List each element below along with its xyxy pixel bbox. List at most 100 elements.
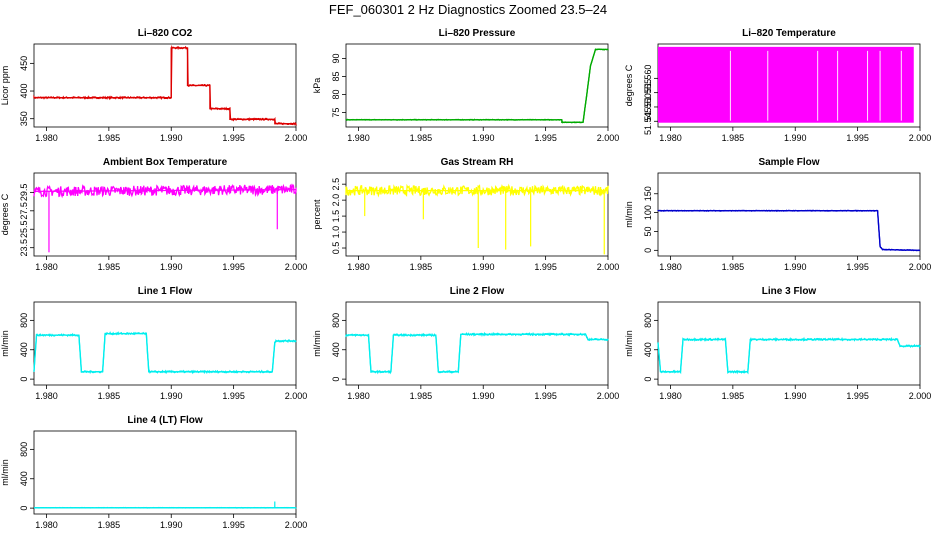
y-axis-label: ml/min [0, 330, 10, 357]
data-band [658, 46, 914, 123]
y-tick-label: 0.5 [331, 242, 341, 255]
x-tick-label: 1.980 [659, 262, 682, 272]
y-tick-label: 25.5 [19, 220, 29, 238]
y-tick-label: 150 [643, 186, 653, 201]
x-tick-label: 2.000 [909, 133, 932, 143]
x-tick-label: 1.995 [222, 133, 245, 143]
y-tick-label: 800 [19, 313, 29, 328]
chart-title: Ambient Box Temperature [103, 157, 228, 168]
y-tick-label: 1.0 [331, 226, 341, 239]
chart-panel: Line 1 Flow 1.980 1.985 1.990 1.995 2.000 0 400… [0, 286, 307, 401]
x-tick-label: 1.985 [722, 262, 745, 272]
plot-frame [33, 430, 297, 515]
x-tick-label: 2.000 [597, 391, 620, 401]
x-tick-label: 1.980 [347, 133, 370, 143]
y-tick-label: 800 [331, 313, 341, 328]
plot-frame [33, 172, 297, 257]
data-series [33, 44, 297, 126]
y-tick-label: 100 [643, 205, 653, 220]
x-tick-label: 1.995 [534, 262, 557, 272]
y-tick-label: 450 [19, 56, 29, 71]
y-tick-label: 400 [331, 342, 341, 357]
data-series [33, 331, 297, 375]
plot-frame [33, 301, 297, 386]
chart-panel: Li–820 Pressure 1.980 1.985 1.990 1.995 2.000… [312, 28, 619, 143]
x-tick-label: 1.980 [35, 520, 58, 530]
y-tick-label: 0 [19, 506, 29, 511]
x-tick-label: 2.000 [909, 391, 932, 401]
chart-panel: Line 3 Flow 1.980 1.985 1.990 1.995 2.000 0 400… [624, 286, 931, 401]
plot-frame [345, 301, 609, 386]
x-tick-label: 1.985 [410, 391, 433, 401]
x-tick-label: 2.000 [285, 262, 308, 272]
y-tick-label: 75 [331, 108, 341, 118]
data-line-steps [346, 333, 608, 373]
data-line [657, 209, 921, 252]
y-tick-label: 0 [331, 377, 341, 382]
x-tick-label: 2.000 [909, 262, 932, 272]
data-series [657, 209, 921, 252]
x-tick-label: 1.980 [659, 391, 682, 401]
data-series [345, 48, 609, 124]
y-tick-label: 400 [643, 342, 653, 357]
chart-panel: Line 4 (LT) Flow 1.980 1.985 1.990 1.995 2.00… [0, 415, 307, 530]
x-tick-label: 1.985 [410, 262, 433, 272]
x-tick-label: 1.990 [784, 262, 807, 272]
data-line-steps [33, 332, 296, 373]
data-series [345, 331, 609, 375]
x-tick-label: 1.990 [160, 133, 183, 143]
y-tick-label: 0 [643, 377, 653, 382]
x-tick-label: 1.980 [347, 391, 370, 401]
data-line [657, 336, 921, 375]
y-tick-label: 2.0 [331, 194, 341, 207]
x-tick-label: 1.985 [98, 520, 121, 530]
chart-panel: Sample Flow 1.980 1.985 1.990 1.995 2.000 0 50 1… [624, 157, 931, 272]
y-tick-label: 1.5 [331, 210, 341, 223]
plot-frame [657, 172, 921, 257]
page-title: FEF_060301 2 Hz Diagnostics Zoomed 23.5–… [328, 2, 608, 17]
y-tick-label: 400 [19, 84, 29, 99]
chart-title: Line 3 Flow [762, 286, 817, 297]
chart-title: Li–820 Temperature [742, 28, 836, 39]
x-tick-label: 2.000 [285, 391, 308, 401]
x-tick-label: 1.990 [160, 262, 183, 272]
data-series [658, 46, 914, 123]
y-tick-label: 51.560 [643, 65, 653, 93]
chart-panel: Li–820 Temperature 1.980 1.985 1.990 1.995 2.… [624, 28, 931, 143]
x-tick-label: 1.985 [722, 391, 745, 401]
x-tick-label: 1.980 [35, 133, 58, 143]
y-tick-label: 23.5 [19, 239, 29, 257]
data-series [34, 501, 297, 509]
y-axis-label: percent [312, 199, 322, 230]
y-tick-label: 51.555 [643, 79, 653, 107]
chart-title: Line 2 Flow [450, 286, 505, 297]
y-axis-label: ml/min [0, 459, 10, 486]
x-tick-label: 2.000 [285, 520, 308, 530]
data-line-steps [346, 48, 608, 123]
data-series [33, 183, 297, 253]
x-tick-label: 1.980 [35, 262, 58, 272]
y-tick-label: 400 [19, 471, 29, 486]
y-axis-label: degrees C [0, 193, 10, 235]
data-line-steps [658, 210, 921, 251]
plot-frame [345, 172, 609, 257]
x-tick-label: 2.000 [597, 133, 620, 143]
y-tick-label: 0 [19, 377, 29, 382]
chart-title: Li–820 CO2 [138, 28, 193, 39]
plot-frame [345, 43, 609, 128]
y-tick-label: 800 [19, 442, 29, 457]
chart-title: Line 4 (LT) Flow [127, 415, 203, 426]
data-series [657, 336, 921, 375]
x-tick-label: 1.995 [846, 133, 869, 143]
x-tick-label: 1.980 [659, 133, 682, 143]
y-tick-label: 90 [331, 53, 341, 63]
x-tick-label: 1.990 [160, 391, 183, 401]
x-tick-label: 1.990 [784, 391, 807, 401]
x-tick-label: 1.985 [98, 391, 121, 401]
x-tick-label: 1.995 [222, 391, 245, 401]
x-tick-label: 1.990 [160, 520, 183, 530]
x-tick-label: 1.980 [35, 391, 58, 401]
data-line-steps [34, 47, 296, 125]
x-tick-label: 1.995 [846, 262, 869, 272]
y-tick-label: 350 [19, 111, 29, 126]
